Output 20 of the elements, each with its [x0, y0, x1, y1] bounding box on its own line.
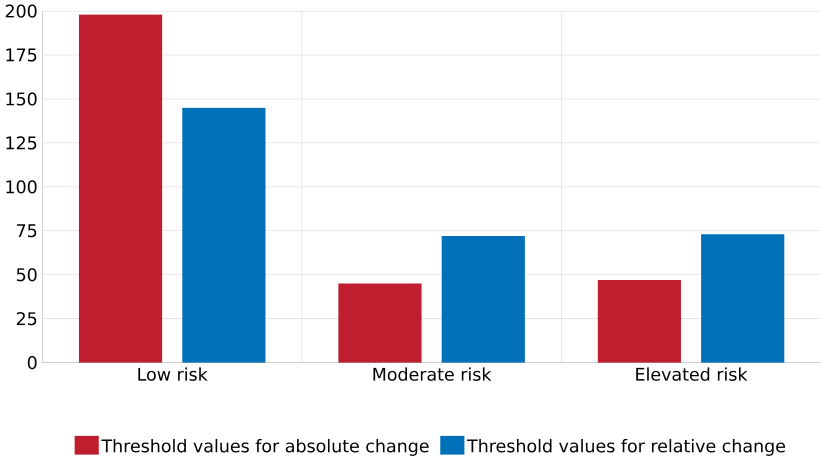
y-tick-label: 200: [6, 4, 37, 18]
bar: [78, 14, 162, 363]
legend-label: Threshold values for absolute change: [101, 439, 429, 456]
y-tick-label: 25: [16, 312, 36, 326]
y-tick-label: 50: [16, 268, 37, 282]
bar: [598, 280, 681, 363]
y-tick-label: 0: [28, 356, 37, 370]
bar: [442, 236, 525, 363]
y-tick-label: 100: [6, 180, 37, 194]
y-tick-label: 150: [6, 92, 37, 106]
y-tick-label: 125: [6, 136, 36, 150]
bar: [182, 108, 266, 363]
legend-label: Threshold values for relative change: [467, 439, 786, 456]
x-tick-label: Low risk: [138, 368, 208, 382]
y-tick-label: 75: [17, 224, 36, 238]
bar: [701, 234, 784, 363]
x-tick-label: Elevated risk: [636, 368, 748, 382]
bar: [338, 284, 422, 363]
x-tick-label: Moderate risk: [373, 368, 492, 382]
y-tick-label: 175: [6, 48, 36, 62]
